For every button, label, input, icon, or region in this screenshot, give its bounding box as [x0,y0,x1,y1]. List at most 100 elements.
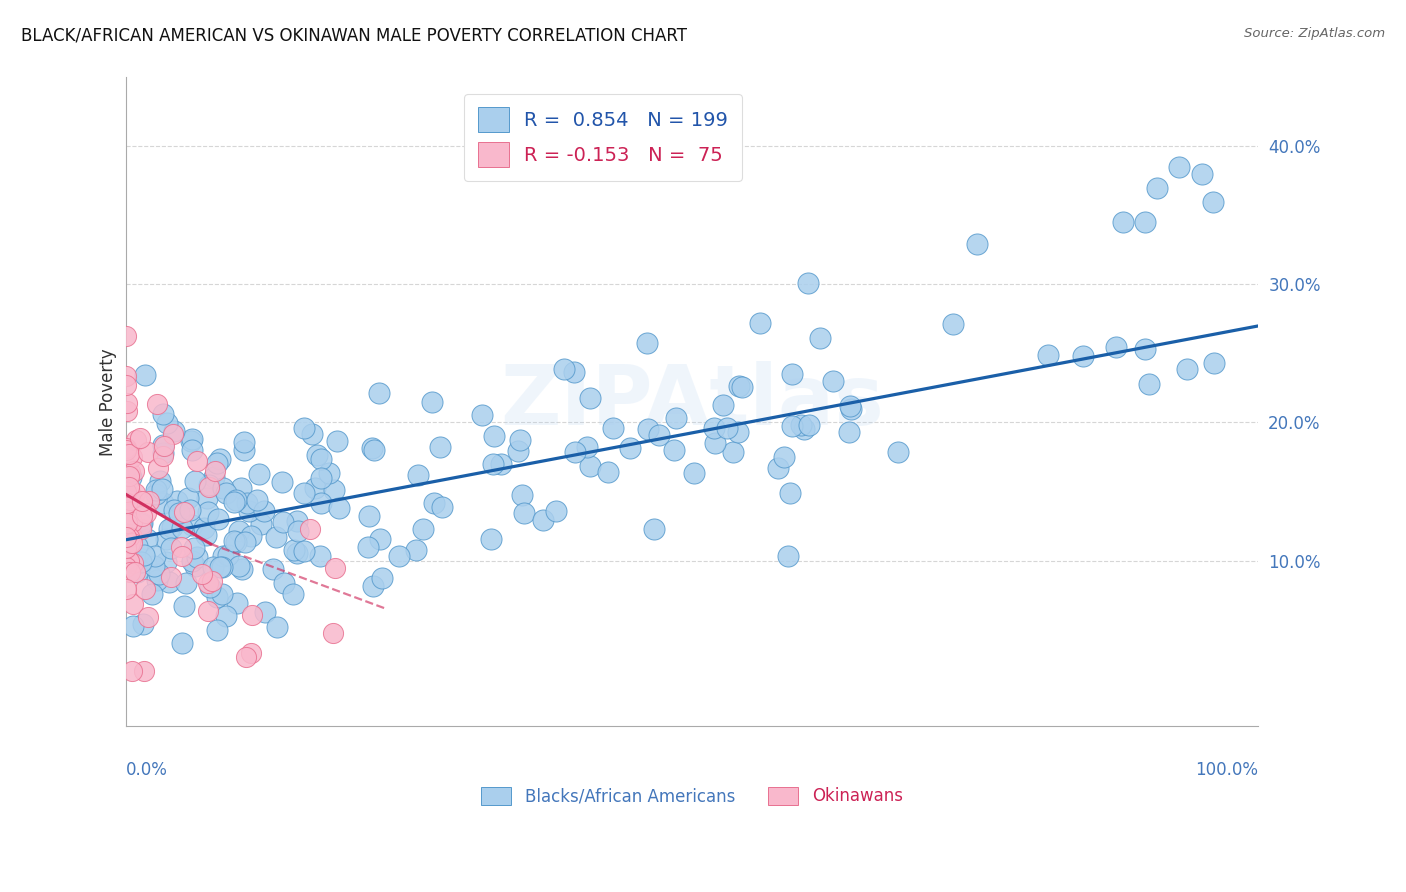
Point [118,466,141,480]
Point [1036,348,1059,362]
Point [146,573,169,587]
Point [205,590,228,604]
Point [506,444,529,458]
Point [575,440,598,454]
Point [727,425,749,439]
Point [731,380,754,394]
Point [184,559,207,574]
Point [305,448,328,462]
Point [509,433,531,447]
Point [513,506,536,520]
Point [242,607,264,622]
Point [796,276,818,290]
Point [170,521,193,535]
Point [412,522,434,536]
Point [145,487,167,501]
Point [152,438,174,452]
Point [121,489,143,503]
Point [179,503,201,517]
Point [273,576,295,591]
Point [163,503,186,517]
Point [793,422,815,436]
Point [238,504,260,518]
Point [262,562,284,576]
Point [388,549,411,563]
Point [683,466,706,480]
Point [323,560,346,574]
Point [183,541,205,556]
Point [129,516,152,531]
Point [118,554,141,568]
Point [118,447,141,461]
Point [562,365,585,379]
Point [309,471,332,485]
Point [195,491,218,506]
Point [160,569,183,583]
Point [429,440,451,454]
Point [135,506,157,520]
Point [205,623,228,637]
Point [662,442,685,457]
Point [1202,356,1225,370]
Point [482,457,505,471]
Point [208,452,231,467]
Point [246,492,269,507]
Point [643,522,665,536]
Point [966,237,988,252]
Point [118,565,141,579]
Point [132,548,155,562]
Point [122,618,145,632]
Point [665,411,688,425]
Point [810,331,832,345]
Point [115,511,138,525]
Point [619,441,641,455]
Point [408,468,430,483]
Point [510,488,533,502]
Point [121,535,143,549]
Point [124,565,146,579]
Point [204,465,226,479]
Point [118,530,141,544]
Point [531,513,554,527]
Point [780,368,803,382]
Point [704,435,727,450]
Point [309,452,332,467]
Point [145,483,167,498]
Point [120,493,142,508]
Point [797,417,820,432]
Point [197,604,219,618]
Point [136,609,159,624]
Point [170,636,193,650]
Text: 0.0%: 0.0% [125,761,167,779]
Point [1175,362,1198,376]
Point [152,446,174,460]
Point [839,402,862,417]
Point [152,438,174,452]
Point [235,496,257,510]
Point [121,556,143,570]
Point [115,582,138,597]
Point [177,491,200,505]
Point [191,567,214,582]
Point [749,316,772,330]
Point [1135,215,1157,229]
Point [233,443,256,458]
Point [270,475,292,489]
Point [579,391,602,405]
Point [205,456,228,470]
Point [838,399,860,413]
Point [233,535,256,549]
Point [292,420,315,434]
Point [326,434,349,449]
Point [150,483,173,497]
Point [117,491,139,505]
Point [773,450,796,464]
Point [127,565,149,579]
Point [138,444,160,458]
Point [942,318,965,332]
Point [360,441,382,455]
Point [602,421,624,435]
Point [186,454,208,468]
Point [253,504,276,518]
Point [823,375,845,389]
